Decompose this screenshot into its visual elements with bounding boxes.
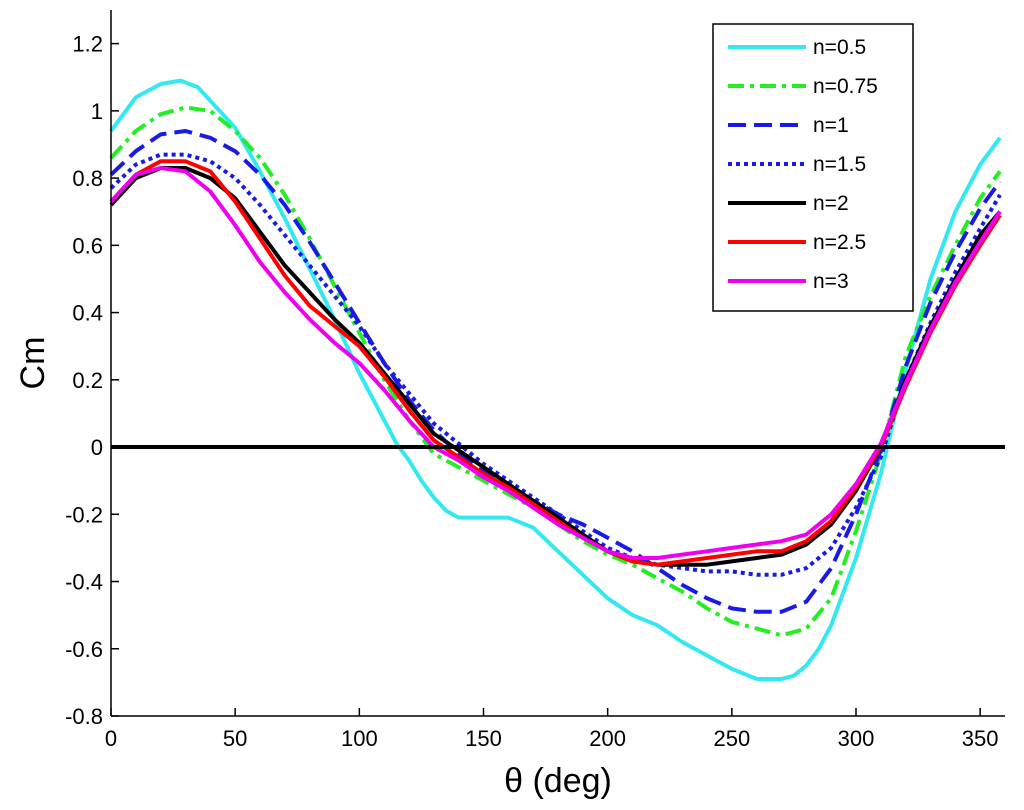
axes-layer: 0 50 100 150 200 250 300 350 -0.8 -0.6 -0.4 -0.2 0 0.…	[65, 10, 1005, 751]
series-line-0	[109, 78, 1002, 681]
x-tick-label: 100	[341, 726, 378, 751]
legend-label-4: n=2	[813, 192, 849, 215]
legend-label-1: n=0.75	[813, 75, 878, 98]
legend-label-2: n=1	[813, 114, 849, 137]
series-line-5	[109, 159, 1002, 567]
y-axis-title: Cm	[14, 337, 52, 390]
y-tick-label: 1	[91, 99, 103, 124]
y-tick-label: -0.8	[65, 704, 103, 729]
x-tick-label: 200	[589, 726, 626, 751]
x-tick-label: 150	[465, 726, 502, 751]
series-line-3	[109, 152, 1002, 577]
x-tick-label: 350	[962, 726, 999, 751]
y-tick-label: 0.8	[72, 166, 103, 191]
legend-label-6: n=3	[813, 270, 849, 293]
legend-box	[712, 23, 914, 312]
legend-label-3: n=1.5	[813, 153, 866, 176]
legend-label-0: n=0.5	[813, 36, 866, 59]
y-tick-label: 0.4	[72, 301, 103, 326]
series-layer	[109, 78, 1002, 681]
series-line-6	[109, 166, 1002, 560]
y-tick-label: -0.4	[65, 570, 103, 595]
y-tick-label: 0	[91, 435, 103, 460]
y-tick-label: 0.6	[72, 233, 103, 258]
y-tick-label: 1.2	[72, 32, 103, 57]
x-tick-label: 250	[713, 726, 750, 751]
x-tick-label: 50	[223, 726, 247, 751]
legend-label-5: n=2.5	[813, 231, 866, 254]
x-tick-label: 300	[838, 726, 875, 751]
y-tick-label: -0.6	[65, 637, 103, 662]
y-tick-label: 0.2	[72, 368, 103, 393]
x-tick-label: 0	[105, 726, 117, 751]
series-line-4	[109, 166, 1002, 567]
y-tick-label: -0.2	[65, 502, 103, 527]
legend: n=0.5 n=0.75 n=1 n=1.5 n=2 n=2.5 n=3	[712, 23, 914, 312]
x-axis-title: θ (deg)	[504, 762, 612, 800]
